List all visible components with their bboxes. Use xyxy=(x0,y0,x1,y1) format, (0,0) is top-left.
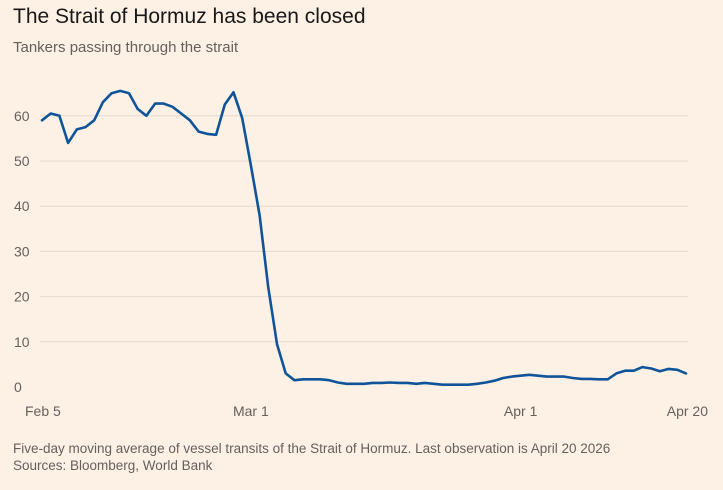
data-point xyxy=(163,103,165,105)
data-point xyxy=(285,372,287,374)
x-axis-ticks: Feb 5 Mar 1 Apr 1 Apr 20 xyxy=(25,403,708,419)
data-point xyxy=(328,379,330,381)
data-point xyxy=(259,214,261,216)
data-point xyxy=(563,376,565,378)
data-point xyxy=(145,115,147,117)
data-point xyxy=(511,376,513,378)
data-point xyxy=(650,368,652,370)
data-point xyxy=(389,382,391,384)
x-tick-label: Apr 1 xyxy=(504,403,538,419)
data-point xyxy=(407,382,409,384)
data-point xyxy=(293,379,295,381)
data-point xyxy=(67,142,69,144)
data-point xyxy=(320,378,322,380)
data-point xyxy=(581,378,583,380)
x-tick-label: Feb 5 xyxy=(25,403,61,419)
data-point xyxy=(615,372,617,374)
data-point xyxy=(50,113,52,115)
data-point xyxy=(180,113,182,115)
data-point xyxy=(189,119,191,121)
data-point xyxy=(528,374,530,376)
data-point xyxy=(111,92,113,94)
data-point xyxy=(520,375,522,377)
data-point xyxy=(233,91,235,93)
y-tick-label: 60 xyxy=(14,108,30,124)
series-layer xyxy=(40,89,688,386)
data-point xyxy=(172,106,174,108)
x-tick-label: Apr 20 xyxy=(667,403,708,419)
data-point xyxy=(642,366,644,368)
data-point xyxy=(215,134,217,136)
data-point xyxy=(276,343,278,345)
data-point xyxy=(537,375,539,377)
data-point xyxy=(250,165,252,167)
chart-subtitle: Tankers passing through the strait xyxy=(13,39,239,56)
data-point xyxy=(685,372,687,374)
y-axis-ticks: 0 10 20 30 40 50 60 xyxy=(14,108,30,395)
data-point xyxy=(572,377,574,379)
y-tick-label: 30 xyxy=(14,243,30,259)
data-point xyxy=(676,369,678,371)
footer-note: Five-day moving average of vessel transi… xyxy=(13,441,611,456)
x-tick-label: Mar 1 xyxy=(233,403,269,419)
series-line-tankers xyxy=(40,89,688,386)
data-point xyxy=(206,133,208,135)
data-point xyxy=(102,101,104,103)
data-point xyxy=(441,384,443,386)
data-point xyxy=(41,119,43,121)
data-point xyxy=(58,115,60,117)
data-point xyxy=(494,380,496,382)
data-point xyxy=(76,128,78,130)
data-point xyxy=(668,368,670,370)
data-point xyxy=(128,92,130,94)
chart-footer: Five-day moving average of vessel transi… xyxy=(13,440,610,474)
y-tick-label: 10 xyxy=(14,334,30,350)
data-point xyxy=(555,376,557,378)
data-point xyxy=(346,383,348,385)
y-tick-label: 40 xyxy=(14,198,30,214)
data-point xyxy=(415,383,417,385)
data-point xyxy=(311,378,313,380)
data-point xyxy=(154,103,156,105)
data-point xyxy=(93,119,95,121)
data-point xyxy=(633,370,635,372)
data-point xyxy=(241,117,243,119)
data-point xyxy=(267,287,269,289)
data-point xyxy=(363,383,365,385)
data-point xyxy=(598,378,600,380)
data-point xyxy=(502,377,504,379)
data-point xyxy=(380,382,382,384)
y-tick-label: 0 xyxy=(14,379,22,395)
data-point xyxy=(137,108,139,110)
data-point xyxy=(476,383,478,385)
y-tick-label: 20 xyxy=(14,289,30,305)
y-tick-label: 50 xyxy=(14,153,30,169)
data-point xyxy=(337,382,339,384)
gridlines xyxy=(40,115,688,343)
data-point xyxy=(198,131,200,133)
data-point xyxy=(659,370,661,372)
data-point xyxy=(589,378,591,380)
data-point xyxy=(354,383,356,385)
data-point xyxy=(398,382,400,384)
data-point xyxy=(372,382,374,384)
data-point xyxy=(85,126,87,128)
data-point xyxy=(424,382,426,384)
data-point xyxy=(119,90,121,92)
footer-sources: Sources: Bloomberg, World Bank xyxy=(13,458,213,473)
data-point xyxy=(467,384,469,386)
data-point xyxy=(546,376,548,378)
data-point xyxy=(624,370,626,372)
data-point xyxy=(450,384,452,386)
data-point xyxy=(433,383,435,385)
data-point xyxy=(224,104,226,106)
chart-title: The Strait of Hormuz has been closed xyxy=(13,5,366,28)
data-point xyxy=(459,384,461,386)
data-point xyxy=(607,378,609,380)
data-point xyxy=(302,378,304,380)
data-point xyxy=(485,382,487,384)
